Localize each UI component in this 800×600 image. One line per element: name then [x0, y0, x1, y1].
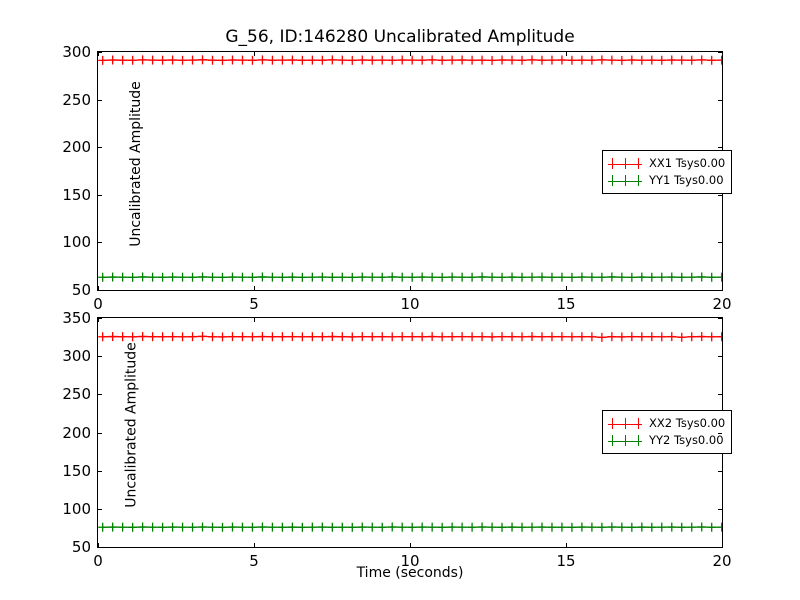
y-tick-label: 300 [62, 347, 91, 366]
y-tick-label: 100 [62, 233, 91, 252]
x-tick-mark [98, 286, 99, 290]
legend-entry-xx1: XX1 Tsys0.00 [608, 155, 725, 172]
y-tick-label: 250 [62, 90, 91, 109]
y-tick-label: 150 [62, 461, 91, 480]
x-tick-label: 20 [712, 295, 732, 313]
plot-area-bottom [98, 318, 722, 547]
x-tick-mark [722, 318, 723, 322]
data-traces [98, 331, 722, 532]
legend-label-xx1: XX1 Tsys0.00 [649, 155, 726, 170]
x-tick-mark [98, 543, 99, 547]
y-tick-mark [718, 147, 722, 149]
x-tick-mark [254, 52, 255, 56]
y-tick-mark [718, 356, 722, 358]
y-axis-label-bottom: Uncalibrated Amplitude [123, 342, 140, 508]
y-tick-mark [98, 242, 102, 244]
data-traces [98, 55, 722, 282]
x-tick-label: 5 [249, 295, 259, 313]
x-tick-mark [722, 52, 723, 56]
y-tick-label: 150 [62, 185, 91, 204]
x-tick-label: 15 [556, 552, 576, 570]
x-axis-label: Time (seconds) [356, 565, 464, 581]
plot-panel-bottom[interactable]: Uncalibrated Amplitude XX2 Tsys0.00 YY2 … [62, 309, 733, 570]
x-tick-label: 0 [93, 552, 103, 570]
chart-title: G_56, ID:146280 Uncalibrated Amplitude [225, 27, 575, 47]
x-tick-label: 15 [556, 295, 576, 313]
legend-swatch-yy1 [608, 175, 642, 187]
y-tick-label: 350 [62, 309, 91, 327]
series-xx1 [98, 55, 722, 65]
x-tick-mark [254, 286, 255, 290]
x-tick-mark [410, 52, 411, 56]
series-yy1 [98, 272, 722, 282]
y-tick-mark [98, 318, 102, 319]
x-tick-label: 0 [93, 295, 103, 313]
legend-entry-xx2: XX2 Tsys0.00 [608, 415, 725, 432]
y-tick-label: 300 [62, 43, 91, 61]
y-tick-mark [98, 508, 102, 510]
y-tick-mark [98, 547, 102, 548]
plot-panel-top[interactable]: Uncalibrated Amplitude XX1 Tsys0.00 YY1 … [62, 43, 733, 313]
y-tick-mark [718, 99, 722, 101]
x-tick-label: 10 [400, 295, 420, 313]
legend-label-xx2: XX2 Tsys0.00 [649, 415, 726, 430]
y-tick-mark [718, 52, 722, 53]
y-tick-label: 100 [62, 499, 91, 518]
x-tick-mark [410, 318, 411, 322]
y-tick-mark [98, 52, 102, 53]
legend-label-yy2: YY2 Tsys0.00 [649, 432, 724, 447]
x-tick-label: 20 [712, 552, 732, 570]
y-tick-mark [98, 356, 102, 358]
y-tick-mark [98, 470, 102, 472]
y-tick-mark [718, 547, 722, 548]
y-axis-label-top: Uncalibrated Amplitude [128, 81, 144, 247]
y-tick-mark [718, 508, 722, 510]
x-tick-mark [722, 286, 723, 290]
x-tick-mark [98, 318, 99, 322]
y-tick-mark [718, 194, 722, 196]
legend-bottom[interactable]: XX2 Tsys0.00 YY2 Tsys0.00 [602, 410, 733, 454]
legend-top[interactable]: XX1 Tsys0.00 YY1 Tsys0.00 [602, 150, 733, 194]
legend-swatch-yy2 [608, 435, 642, 447]
legend-entry-yy1: YY1 Tsys0.00 [608, 172, 725, 189]
y-tick-label: 50 [71, 281, 91, 299]
y-tick-label: 50 [71, 538, 91, 556]
x-tick-label: 10 [400, 552, 420, 570]
legend-swatch-xx1 [608, 158, 642, 170]
x-tick-label: 5 [249, 552, 259, 570]
x-tick-mark [566, 52, 567, 56]
x-tick-mark [254, 318, 255, 322]
x-tick-mark [410, 286, 411, 290]
x-tick-mark [566, 286, 567, 290]
y-tick-label: 250 [62, 385, 91, 404]
y-tick-mark [718, 470, 722, 472]
y-tick-mark [98, 147, 102, 149]
y-tick-mark [718, 242, 722, 244]
y-tick-mark [718, 394, 722, 396]
y-tick-label: 200 [62, 423, 91, 442]
x-tick-mark [722, 543, 723, 547]
y-tick-mark [718, 318, 722, 319]
plot-area-top [98, 52, 722, 290]
legend-entry-yy2: YY2 Tsys0.00 [608, 432, 725, 449]
y-tick-mark [98, 432, 102, 434]
y-tick-mark [98, 99, 102, 101]
legend-swatch-xx2 [608, 418, 642, 430]
x-tick-mark [254, 543, 255, 547]
y-tick-mark [98, 394, 102, 396]
legend-label-yy1: YY1 Tsys0.00 [649, 172, 724, 187]
y-tick-label: 200 [62, 138, 91, 157]
y-tick-mark [98, 290, 102, 291]
y-tick-mark [98, 194, 102, 196]
x-tick-mark [566, 543, 567, 547]
series-yy2 [98, 522, 722, 532]
x-tick-mark [98, 52, 99, 56]
series-xx2 [98, 331, 722, 342]
y-tick-mark [718, 432, 722, 434]
y-tick-mark [718, 290, 722, 291]
x-tick-mark [410, 543, 411, 547]
x-tick-mark [566, 318, 567, 322]
